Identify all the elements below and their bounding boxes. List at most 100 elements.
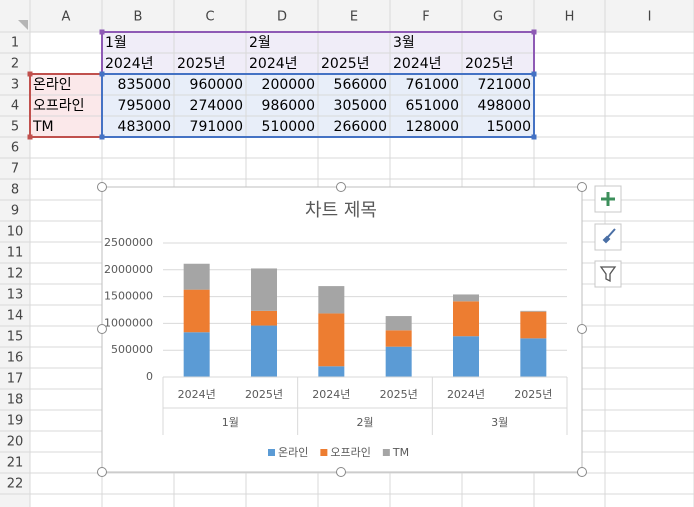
cell[interactable]: 오프라인 <box>33 98 85 114</box>
chart-title[interactable]: 차트 제목 <box>305 200 377 221</box>
bar-segment[interactable] <box>520 338 547 377</box>
cell[interactable]: 2025년 <box>177 56 226 72</box>
bar-segment[interactable] <box>520 310 547 312</box>
row-header[interactable]: 21 <box>7 456 24 471</box>
bar-segment[interactable] <box>520 311 547 339</box>
cell[interactable]: 795000 <box>118 98 171 114</box>
bar-segment[interactable] <box>318 366 345 377</box>
column-header[interactable]: C <box>205 10 214 25</box>
legend-label[interactable]: 온라인 <box>278 446 308 459</box>
cell[interactable]: 305000 <box>334 98 387 114</box>
select-all[interactable] <box>18 20 28 30</box>
cell[interactable]: 128000 <box>406 119 459 135</box>
row-header[interactable]: 7 <box>11 162 19 177</box>
row-header[interactable]: 15 <box>7 330 24 345</box>
cell[interactable]: 510000 <box>262 119 315 135</box>
column-header[interactable]: A <box>62 10 71 25</box>
cell[interactable]: 온라인 <box>33 77 72 93</box>
resize-handle[interactable] <box>97 324 107 334</box>
row-header[interactable]: 8 <box>11 183 19 198</box>
column-header[interactable]: H <box>565 10 575 25</box>
row-header[interactable]: 18 <box>7 393 24 408</box>
resize-handle[interactable] <box>577 324 587 334</box>
row-header[interactable]: 14 <box>7 309 24 324</box>
bar-segment[interactable] <box>183 332 210 377</box>
cell[interactable]: 791000 <box>190 119 243 135</box>
row-header[interactable]: 20 <box>7 435 24 450</box>
cell[interactable]: 15000 <box>486 119 531 135</box>
column-header[interactable]: I <box>648 10 652 25</box>
bar-segment[interactable] <box>318 286 345 314</box>
cell[interactable]: 266000 <box>334 119 387 135</box>
row-header[interactable]: 5 <box>11 120 19 135</box>
cell[interactable]: TM <box>32 119 54 135</box>
resize-handle[interactable] <box>577 182 587 192</box>
row-header[interactable]: 16 <box>7 351 24 366</box>
cell[interactable]: 835000 <box>118 77 171 93</box>
row-header[interactable]: 17 <box>7 372 24 387</box>
cell[interactable]: 274000 <box>190 98 243 114</box>
bar-segment[interactable] <box>251 325 277 377</box>
bar-segment[interactable] <box>453 336 479 377</box>
bar-segment[interactable] <box>385 330 412 347</box>
legend-label[interactable]: TM <box>392 446 409 459</box>
cell[interactable]: 721000 <box>478 77 531 93</box>
resize-handle[interactable] <box>97 182 107 192</box>
bar-segment[interactable] <box>318 313 345 367</box>
row-header[interactable]: 10 <box>7 225 24 240</box>
resize-handle[interactable] <box>336 182 346 192</box>
group-label: 3월 <box>491 416 508 429</box>
row-header[interactable]: 4 <box>11 99 19 114</box>
bar-segment[interactable] <box>251 310 277 326</box>
legend-label[interactable]: 오프라인 <box>330 446 370 459</box>
bar-segment[interactable] <box>385 316 412 331</box>
cell[interactable]: 2024년 <box>393 56 442 72</box>
resize-handle[interactable] <box>577 467 587 477</box>
bar-segment[interactable] <box>183 289 210 333</box>
column-header[interactable]: F <box>422 10 429 25</box>
bar-segment[interactable] <box>251 268 277 311</box>
resize-handle[interactable] <box>336 467 346 477</box>
legend-swatch[interactable] <box>320 449 328 456</box>
column-header[interactable]: B <box>134 10 143 25</box>
resize-handle[interactable] <box>97 467 107 477</box>
cell[interactable]: 566000 <box>334 77 387 93</box>
cell[interactable]: 2024년 <box>105 56 154 72</box>
column-header[interactable]: E <box>350 10 358 25</box>
chart-filters-button[interactable] <box>594 260 622 288</box>
row-header[interactable]: 12 <box>7 267 24 282</box>
bar-segment[interactable] <box>183 263 210 290</box>
row-header[interactable]: 1 <box>11 36 19 51</box>
cell[interactable]: 2025년 <box>465 56 514 72</box>
cell[interactable]: 1월 <box>105 35 127 51</box>
column-header[interactable]: D <box>277 10 287 25</box>
row-header[interactable]: 6 <box>11 141 19 156</box>
bar-segment[interactable] <box>453 301 479 337</box>
cell[interactable]: 986000 <box>262 98 315 114</box>
column-header[interactable]: G <box>493 10 503 25</box>
row-header[interactable]: 2 <box>11 57 19 72</box>
cell[interactable]: 483000 <box>118 119 171 135</box>
cell[interactable]: 761000 <box>406 77 459 93</box>
bar-segment[interactable] <box>385 346 412 377</box>
cell[interactable]: 498000 <box>478 98 531 114</box>
legend-swatch[interactable] <box>382 449 390 456</box>
cell[interactable]: 2024년 <box>249 56 298 72</box>
row-header[interactable]: 19 <box>7 414 24 429</box>
chart-filters-button-icon <box>599 266 617 283</box>
cell[interactable]: 200000 <box>262 77 315 93</box>
row-header[interactable]: 3 <box>11 78 19 93</box>
legend-swatch[interactable] <box>268 449 275 456</box>
bar-segment[interactable] <box>453 294 479 302</box>
row-header[interactable]: 9 <box>11 204 19 219</box>
cell[interactable]: 3월 <box>393 35 415 51</box>
row-header[interactable]: 11 <box>7 246 24 261</box>
row-header[interactable]: 13 <box>7 288 24 303</box>
range-handle <box>99 134 105 140</box>
cell[interactable]: 651000 <box>406 98 459 114</box>
cell[interactable]: 2025년 <box>321 56 370 72</box>
cell[interactable]: 960000 <box>190 77 243 93</box>
row-header[interactable]: 22 <box>7 477 24 492</box>
cell[interactable]: 2월 <box>249 35 271 51</box>
range-handle <box>27 71 33 77</box>
